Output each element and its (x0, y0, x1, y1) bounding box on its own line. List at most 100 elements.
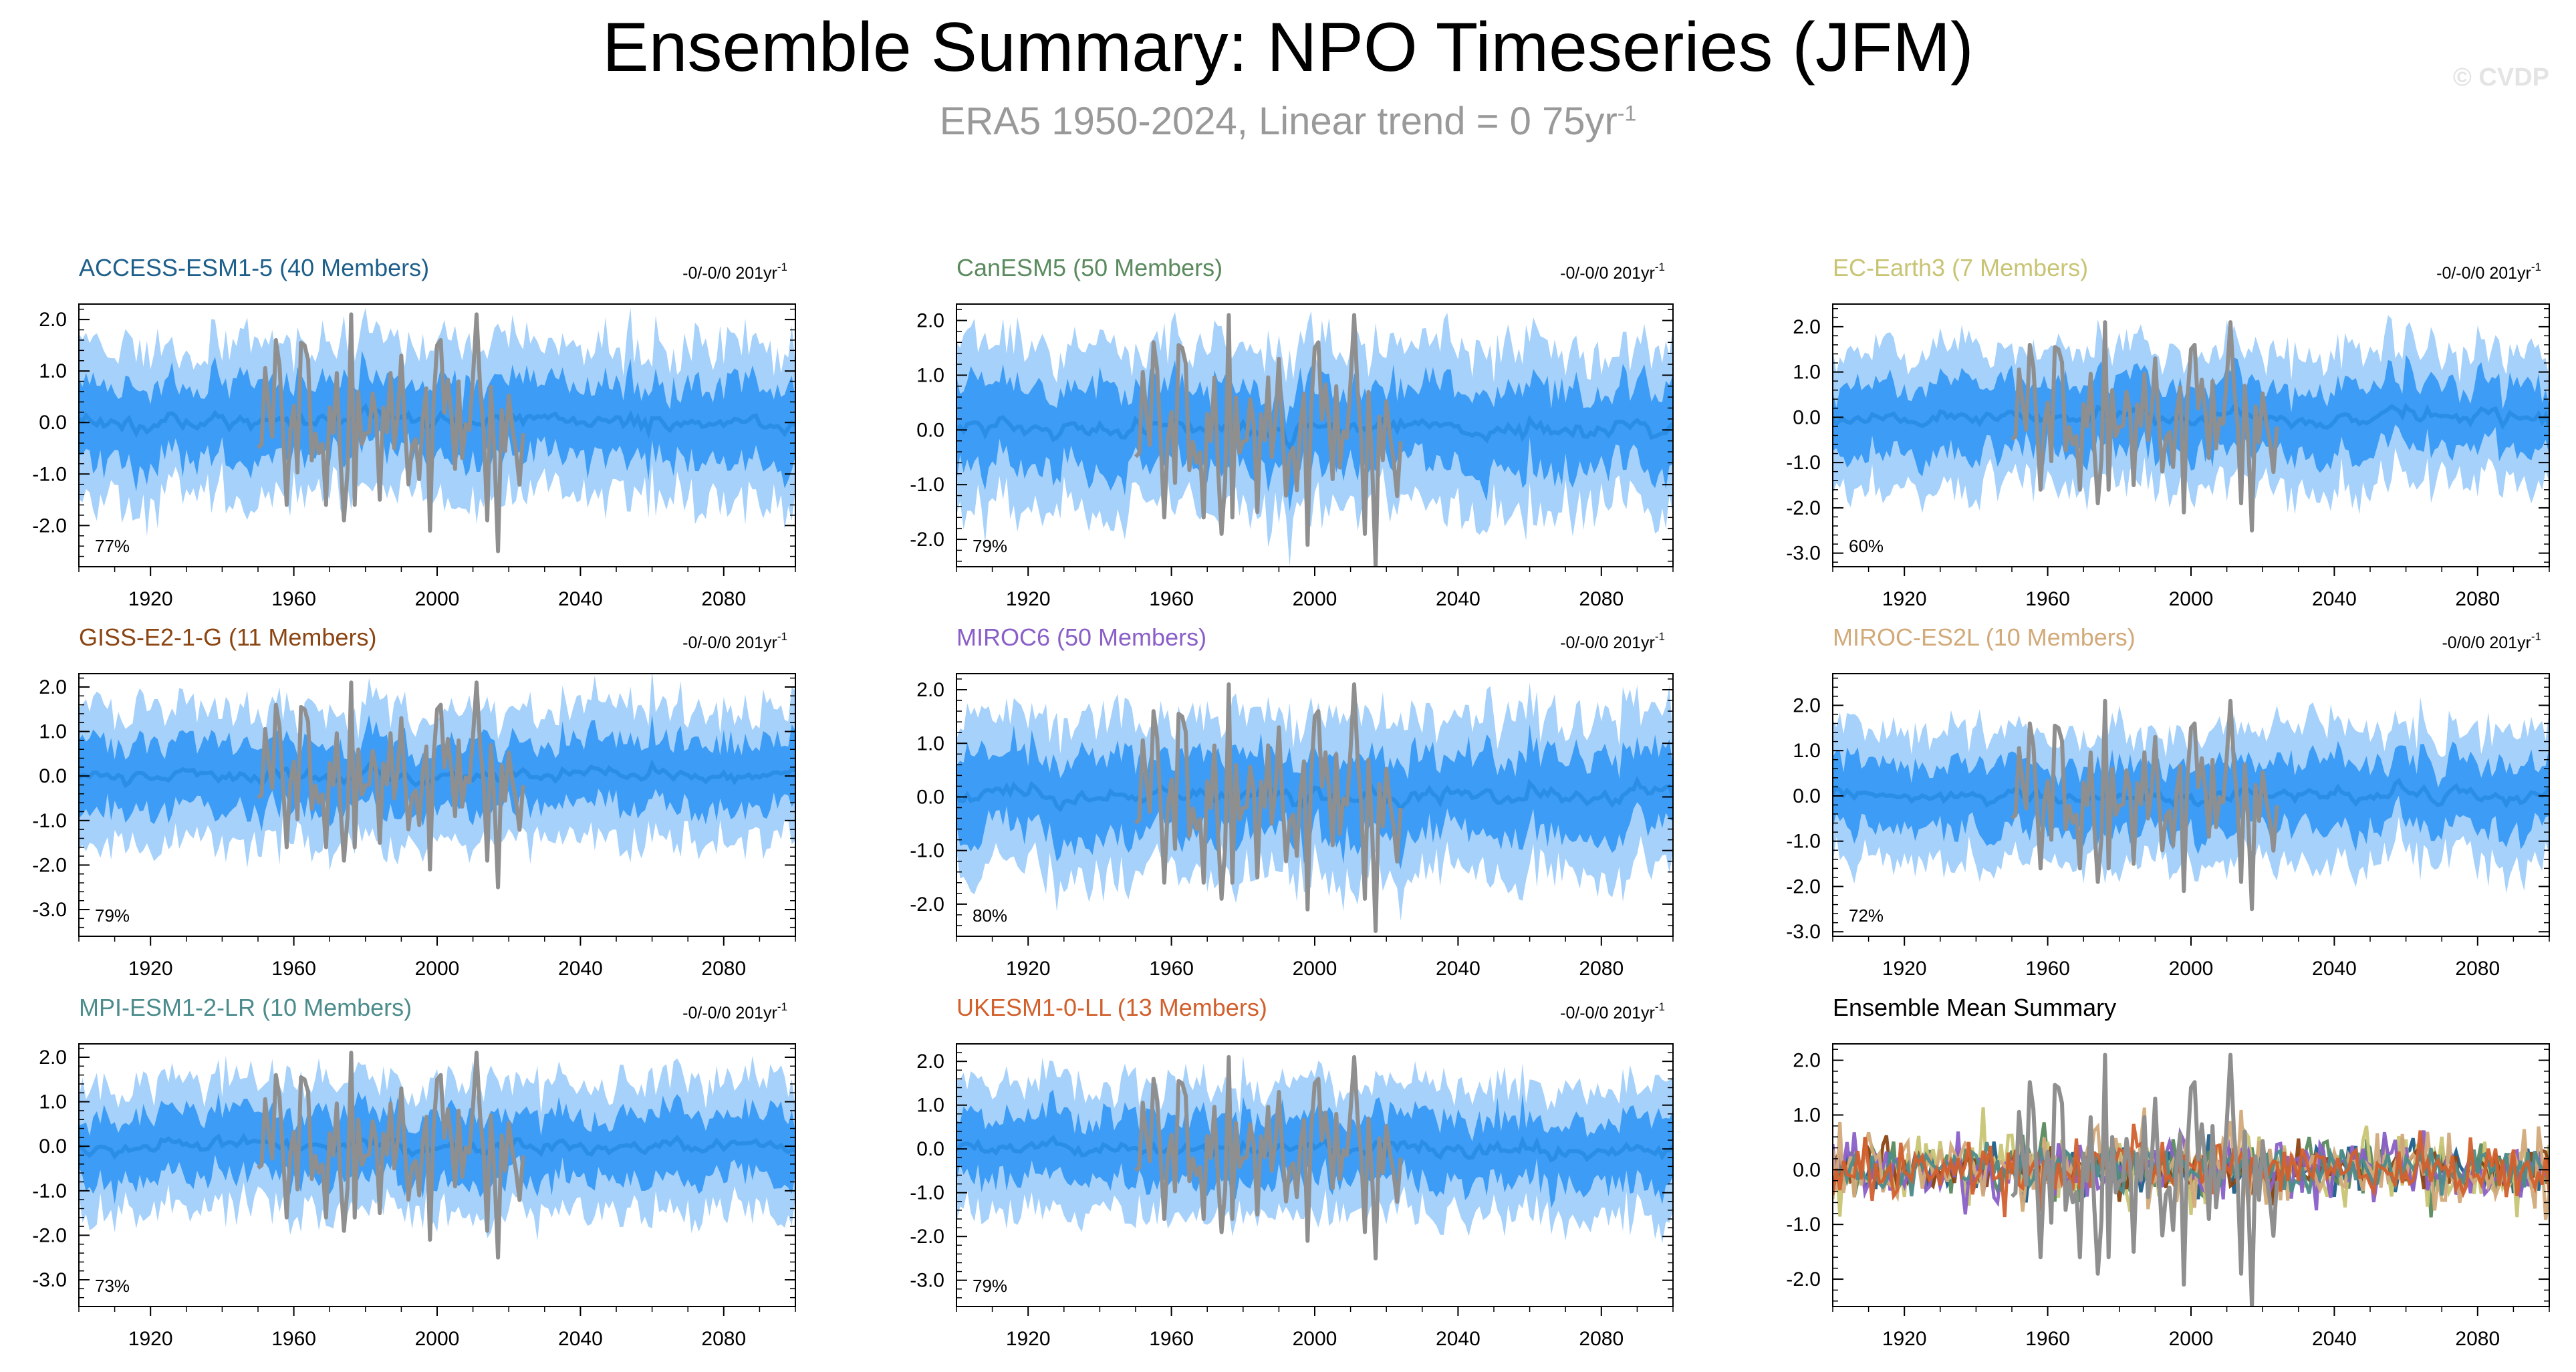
y-tick-label: 2.0 (39, 1047, 67, 1069)
ensemble-mean-line (79, 1132, 795, 1160)
y-tick-label: -1.0 (1786, 452, 1821, 474)
x-tick-label: 2000 (1293, 588, 1337, 610)
y-tick-label: -1.0 (1786, 831, 1821, 853)
trend-label: -0/-0/0 201yr-1 (1560, 1000, 1665, 1022)
percent-label: 73% (95, 1276, 130, 1296)
x-tick-label: 2080 (1579, 588, 1624, 610)
x-tick-label: 1920 (1006, 958, 1051, 980)
y-tick-label: -1.0 (32, 1180, 67, 1202)
trend-superscript: -1 (777, 261, 787, 273)
x-tick-label: 2000 (415, 1328, 460, 1350)
x-tick-label: 2080 (1579, 958, 1624, 980)
y-tick-label: 2.0 (916, 1051, 944, 1073)
observed-line (2011, 698, 2279, 912)
panel-3: EC-Earth3 (7 Members) -0/-0/0 201yr-1 2.0 1… (1786, 254, 2550, 610)
x-tick-label: 1920 (128, 958, 173, 980)
plot-area (1833, 697, 2549, 912)
y-tick-label: -3.0 (910, 1270, 944, 1292)
y-tick-label: 0.0 (39, 765, 67, 787)
percent-label: 79% (973, 536, 1007, 556)
x-tick-label: 1920 (1882, 958, 1927, 980)
y-tick-label: 1.0 (1793, 1104, 1821, 1126)
y-tick-label: 2.0 (916, 679, 944, 701)
ensemble-mean-line (79, 403, 795, 439)
y-tick-label: -2.0 (32, 515, 67, 537)
y-tick-label: 1.0 (1793, 740, 1821, 762)
percent-label: 79% (973, 1276, 1007, 1296)
y-tick-label: -2.0 (1786, 1268, 1821, 1290)
panel-2: CanESM5 (50 Members) -0/-0/0 201yr-1 2.0 1.… (910, 254, 1674, 610)
panel-8: UKESM1-0-LL (13 Members) -0/-0/0 201yr-1 2… (910, 994, 1674, 1350)
trend-superscript: -1 (1655, 1000, 1665, 1013)
x-tick-label: 2040 (2312, 958, 2357, 980)
x-tick-label: 2040 (2312, 1328, 2357, 1350)
y-tick-label: 2.0 (916, 310, 944, 332)
panel-title: MPI-ESM1-2-LR (10 Members) (79, 994, 412, 1021)
trend-superscript: -1 (2531, 261, 2541, 273)
ensemble-spread-inner (1833, 355, 2549, 476)
subtitle-text: ERA5 1950-2024, Linear trend = 0 75yr (939, 100, 1618, 143)
plot-area (956, 311, 1673, 567)
plot-area (79, 1051, 795, 1260)
x-tick-label: 2040 (558, 588, 603, 610)
y-tick-label: 0.0 (916, 1138, 944, 1160)
x-tick-label: 1920 (1882, 588, 1927, 610)
ensemble-mean-line (79, 759, 795, 789)
y-tick-label: -3.0 (1786, 543, 1821, 565)
observed-line (2011, 320, 2279, 533)
panel-title: MIROC-ES2L (10 Members) (1833, 624, 2136, 651)
x-tick-label: 2080 (2455, 588, 2500, 610)
y-tick-label: 1.0 (39, 360, 67, 382)
ensemble-mean-line (956, 1135, 1673, 1163)
observed-line (256, 312, 525, 553)
y-tick-label: -3.0 (32, 899, 67, 921)
x-tick-label: 2000 (415, 958, 460, 980)
trend-superscript: -1 (777, 1000, 787, 1013)
x-tick-label: 2000 (2169, 1328, 2214, 1350)
x-tick-label: 2000 (1293, 958, 1337, 980)
cvdp-watermark: © CVDP (2452, 63, 2549, 92)
x-tick-label: 1960 (271, 1328, 316, 1350)
ensemble-spread-inner (79, 714, 795, 832)
plot-area (1833, 315, 2549, 533)
panel-6: MIROC-ES2L (10 Members) -0/0/0 201yr-1 2.0… (1786, 624, 2550, 980)
y-tick-label: -2.0 (910, 1226, 944, 1248)
y-tick-label: 1.0 (39, 1091, 67, 1113)
x-tick-label: 2000 (2169, 958, 2214, 980)
x-tick-label: 1920 (128, 1328, 173, 1350)
trend-superscript: -1 (1655, 630, 1665, 643)
trend-label: -0/-0/0 201yr-1 (1560, 630, 1665, 652)
y-tick-label: -2.0 (32, 854, 67, 876)
y-tick-label: -1.0 (1786, 1214, 1821, 1236)
y-tick-label: -2.0 (910, 894, 944, 916)
observed-line (1134, 313, 1403, 567)
y-tick-label: 1.0 (916, 732, 944, 754)
ensemble-mean-series (1833, 1123, 2549, 1218)
trend-label: -0/-0/0 201yr-1 (682, 630, 787, 652)
x-tick-label: 2080 (1579, 1328, 1624, 1350)
observed-line (2010, 1053, 2279, 1307)
plot-area (1833, 1053, 2549, 1307)
figure-title: Ensemble Summary: NPO Timeseries (JFM) (602, 9, 1974, 86)
panel-title: EC-Earth3 (7 Members) (1833, 254, 2088, 281)
trend-label: -0/0/0 201yr-1 (2442, 630, 2541, 652)
observed-line (1134, 682, 1403, 933)
observed-line (257, 1051, 525, 1260)
y-tick-label: 0.0 (39, 412, 67, 434)
trend-superscript: -1 (1655, 261, 1665, 273)
y-tick-label: -2.0 (32, 1224, 67, 1246)
y-tick-label: 2.0 (39, 676, 67, 698)
x-tick-label: 1960 (1149, 588, 1194, 610)
y-tick-label: 1.0 (916, 1095, 944, 1117)
x-tick-label: 2080 (2455, 958, 2500, 980)
percent-label: 72% (1849, 906, 1884, 926)
x-tick-label: 2040 (1436, 1328, 1480, 1350)
panel-title: UKESM1-0-LL (13 Members) (956, 994, 1267, 1021)
ensemble-mean-line (956, 775, 1673, 813)
y-tick-label: -2.0 (1786, 497, 1821, 519)
x-tick-label: 1960 (1149, 1328, 1194, 1350)
y-tick-label: 2.0 (1793, 316, 1821, 338)
y-tick-label: 1.0 (1793, 362, 1821, 384)
panel-title: GISS-E2-1-G (11 Members) (79, 624, 376, 651)
